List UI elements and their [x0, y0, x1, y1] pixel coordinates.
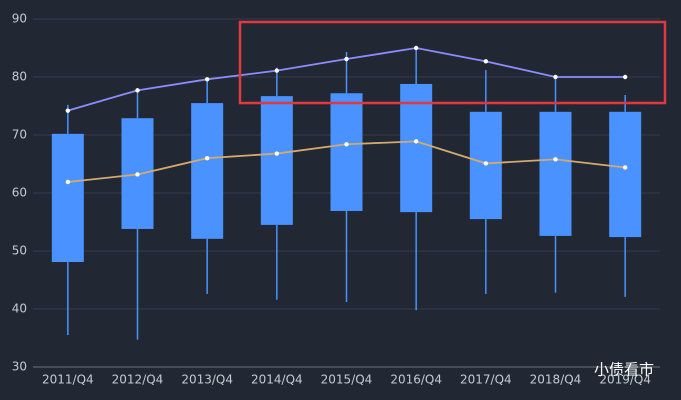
point [344, 56, 349, 62]
box [400, 83, 433, 213]
point [553, 157, 558, 162]
point [204, 156, 210, 161]
point [553, 74, 558, 80]
point [622, 74, 628, 80]
point [413, 45, 419, 51]
box [191, 103, 224, 239]
box [539, 111, 572, 236]
box [330, 93, 363, 211]
y-tick-label: 60 [12, 186, 27, 200]
y-tick-label: 30 [12, 360, 27, 374]
point [274, 151, 280, 156]
point [65, 108, 71, 113]
x-tick-label: 2018/Q4 [530, 373, 582, 387]
x-tick-label: 2014/Q4 [251, 373, 303, 387]
watermark: 小债看市 [594, 361, 654, 379]
y-tick-label: 80 [12, 70, 27, 84]
box [51, 133, 84, 263]
x-tick-label: 2012/Q4 [112, 373, 164, 387]
x-tick-label: 2017/Q4 [460, 373, 512, 387]
point [344, 142, 349, 147]
y-tick-label: 50 [12, 244, 27, 258]
x-tick-label: 2015/Q4 [321, 373, 373, 387]
point [483, 59, 489, 64]
box [609, 111, 642, 238]
y-tick-label: 40 [12, 302, 27, 316]
point [483, 161, 489, 166]
point [204, 77, 210, 82]
marks [51, 45, 642, 340]
x-tick-label: 2011/Q4 [42, 373, 94, 387]
point [135, 88, 140, 93]
point [274, 68, 280, 73]
y-tick-label: 70 [12, 128, 27, 142]
x-tick-label: 2016/Q4 [390, 373, 442, 387]
y-tick-label: 90 [12, 12, 27, 26]
highlight-box [238, 20, 667, 105]
box [260, 96, 293, 225]
point [413, 139, 419, 144]
point [622, 165, 628, 170]
x-tick-label: 2019/Q4 [599, 373, 651, 387]
point [65, 179, 71, 185]
point [135, 172, 140, 177]
x-tick-label: 2013/Q4 [181, 373, 233, 387]
